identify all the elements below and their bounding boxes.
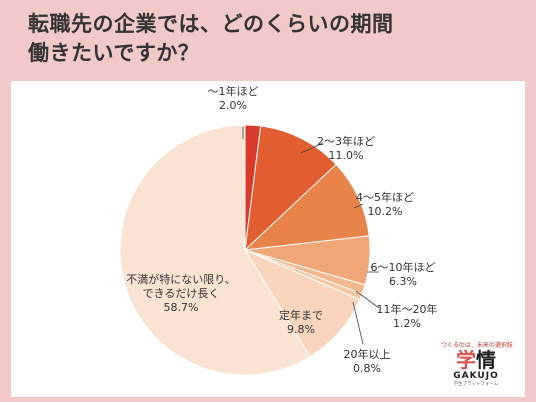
pie-slice-7 [243, 248, 361, 358]
brand-logo-text: 情 [476, 348, 496, 372]
slice-label-7: 定年まで 9.8% [279, 308, 323, 336]
page-title: 転職先の企業では、どのくらいの期間 働きたいですか？ [28, 10, 508, 68]
pie-slice-2 [244, 125, 337, 252]
chart-card: 〜1年ほど 2.0% 2〜3年ほど 11.0% 4〜5年ほど 10.2% 6〜10年ほど 6.… [11, 81, 525, 397]
slice-label-6: 20年以上 0.8% [344, 347, 391, 375]
slice-label-3: 4〜5年ほど 10.2% [356, 190, 414, 218]
leader-line-3 [353, 203, 364, 209]
brand-footer: 学生プラットフォーム [453, 382, 499, 387]
pie-slice-8 [119, 124, 311, 376]
title-line-2: 働きたいですか？ [28, 41, 200, 65]
slice-label-5: 11年〜20年 1.2% [377, 302, 438, 330]
leader-line-5 [355, 290, 380, 309]
slice-label-1: 〜1年ほど 2.0% [208, 84, 259, 112]
brand-tagline: つくるのは、未来の選択肢 [441, 342, 513, 349]
slice-label-2: 2〜3年ほど 11.0% [317, 134, 375, 162]
pie-chart: 〜1年ほど 2.0% 2〜3年ほど 11.0% 4〜5年ほど 10.2% 6〜10年ほど 6.… [119, 84, 438, 376]
brand-logo: 学情 [441, 349, 511, 371]
brand-name: GAKUJO [453, 371, 499, 381]
slice-label-4: 6〜10年ほど 6.3% [371, 260, 436, 288]
title-line-1: 転職先の企業では、どのくらいの期間 [28, 12, 394, 36]
leader-line-2 [300, 142, 324, 154]
slice-label-8: 不満が特にない限り、できるだけ長く 58.7% [126, 272, 236, 314]
leader-line-6 [352, 301, 364, 345]
brand-logo-mark: 学 [456, 348, 476, 372]
brand-logo-block: つくるのは、未来の選択肢 学情 GAKUJO 学生プラットフォーム [441, 340, 513, 387]
pie-slice-3 [243, 163, 370, 251]
